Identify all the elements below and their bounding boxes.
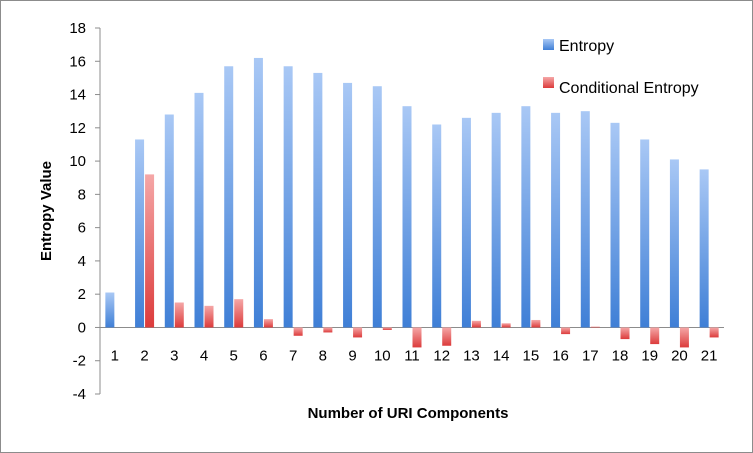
bar-conditional-entropy [293, 327, 303, 336]
bar-conditional-entropy [353, 327, 363, 338]
y-tick-label: 16 [69, 53, 86, 70]
y-tick-label: 4 [78, 253, 86, 270]
bar-conditional-entropy [234, 299, 244, 328]
bars [105, 57, 719, 348]
bar-conditional-entropy [650, 327, 660, 345]
bar-conditional-entropy [442, 327, 452, 346]
bar-entropy [521, 106, 531, 328]
bar-entropy [343, 82, 353, 328]
x-tick-label: 11 [404, 347, 420, 364]
y-tick-label: 14 [69, 87, 86, 104]
bar-conditional-entropy [561, 327, 571, 335]
bar-entropy [105, 292, 115, 328]
bar-conditional-entropy [412, 327, 422, 348]
y-axis-title: Entropy Value [38, 161, 55, 261]
bar-entropy [313, 72, 323, 328]
bar-entropy [372, 86, 382, 328]
legend: Entropy Conditional Entropy [543, 38, 699, 97]
bar-conditional-entropy [323, 327, 333, 333]
bar-entropy [283, 66, 293, 328]
y-tick-label: 0 [78, 319, 86, 336]
bar-entropy [432, 124, 442, 328]
bar-conditional-entropy [145, 174, 155, 328]
y-tick-label: 10 [69, 153, 86, 170]
x-tick-label: 19 [641, 347, 658, 364]
x-tick-label: 13 [463, 347, 480, 364]
bar-conditional-entropy [204, 305, 214, 328]
y-tick-label: 6 [78, 220, 86, 237]
bar-entropy [164, 114, 174, 328]
x-tick-label: 1 [111, 347, 119, 364]
bar-entropy [402, 106, 412, 328]
y-tick-label: 8 [78, 186, 86, 203]
x-tick-label: 2 [140, 347, 148, 364]
bar-entropy [253, 57, 263, 328]
x-tick-label: 20 [671, 347, 688, 364]
y-tick-label: 12 [69, 120, 86, 137]
bar-conditional-entropy [620, 327, 630, 340]
bar-entropy [491, 112, 501, 328]
legend-swatch-entropy [543, 39, 554, 50]
bar-conditional-entropy [679, 327, 689, 348]
y-axis-ticks: -4 -2 0 2 4 6 8 10 12 14 16 18 [69, 20, 100, 403]
legend-label-conditional-entropy: Conditional Entropy [559, 80, 699, 97]
x-tick-label: 9 [348, 347, 356, 364]
x-tick-label: 6 [259, 347, 267, 364]
legend-label-entropy: Entropy [559, 38, 614, 55]
y-tick-label: -2 [73, 353, 86, 370]
legend-swatch-conditional-entropy [543, 77, 554, 88]
x-tick-label: 4 [200, 347, 208, 364]
x-tick-label: 15 [523, 347, 540, 364]
bar-conditional-entropy [263, 319, 273, 328]
bar-entropy [224, 66, 234, 328]
y-tick-label: 2 [78, 286, 86, 303]
bar-entropy [640, 139, 650, 328]
bar-conditional-entropy [501, 323, 511, 328]
bar-conditional-entropy [709, 327, 719, 338]
bar-conditional-entropy [174, 302, 184, 328]
bar-entropy [610, 122, 620, 328]
y-tick-label: 18 [69, 20, 86, 37]
x-tick-label: 14 [493, 347, 510, 364]
bar-entropy [135, 139, 145, 328]
bar-conditional-entropy [590, 326, 600, 328]
bar-conditional-entropy [531, 319, 541, 328]
bar-conditional-entropy [471, 320, 481, 328]
bar-entropy [580, 111, 590, 328]
x-tick-label: 12 [433, 347, 450, 364]
x-axis-ticks: 1 2 3 4 5 6 7 8 9 10 11 12 13 14 15 16 17 18 19 20 21 [111, 347, 718, 364]
x-tick-label: 5 [230, 347, 238, 364]
bar-conditional-entropy [382, 327, 392, 330]
bar-entropy [669, 159, 679, 328]
x-tick-label: 21 [701, 347, 718, 364]
x-tick-label: 10 [374, 347, 391, 364]
bar-entropy [699, 169, 709, 328]
x-tick-label: 3 [170, 347, 178, 364]
x-tick-label: 8 [319, 347, 327, 364]
x-axis-title: Number of URI Components [308, 405, 509, 422]
x-tick-label: 7 [289, 347, 297, 364]
bar-entropy [461, 117, 471, 328]
x-tick-label: 17 [582, 347, 599, 364]
bar-entropy [194, 92, 204, 328]
bar-entropy [551, 112, 561, 328]
x-tick-label: 16 [552, 347, 569, 364]
y-tick-label: -4 [73, 386, 86, 403]
x-tick-label: 18 [612, 347, 629, 364]
